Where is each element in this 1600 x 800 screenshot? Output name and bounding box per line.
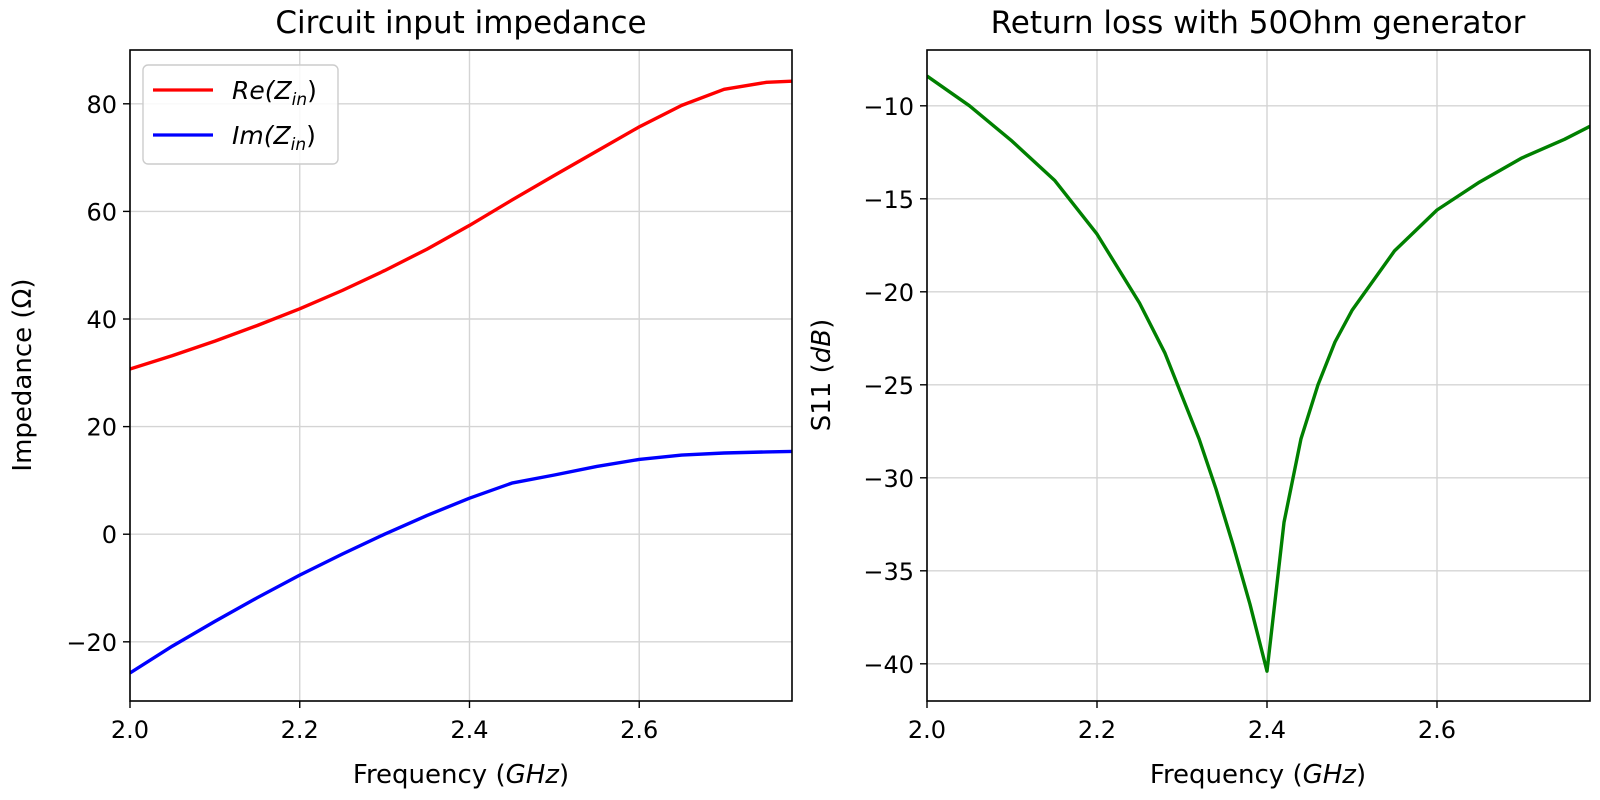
x-axis-label-unit: GHz: [1303, 760, 1358, 790]
return-loss-x-tick-labels: 2.0 2.2 2.4 2.6: [908, 716, 1456, 744]
y-tick-label: 40: [86, 306, 117, 334]
return-loss-grid: [926, 50, 1590, 701]
y-tick-label: 80: [86, 91, 117, 119]
impedance-chart-panel: 2.0 2.2 2.4 2.6 −20 0 20 40 60 80 Circuit input …: [8, 5, 793, 790]
return-loss-series-lines: [927, 74, 1590, 673]
impedance-y-axis-label: Impedance (Ω): [8, 278, 38, 471]
y-tick-label: 60: [86, 198, 117, 226]
y-axis-label-suffix: ): [807, 319, 837, 329]
legend-re-main: Re(Z: [232, 76, 293, 105]
x-axis-label-unit: GHz: [506, 760, 561, 790]
return-loss-x-axis-label: Frequency (GHz): [1150, 760, 1366, 790]
impedance-x-axis-label: Frequency (GHz): [353, 760, 569, 790]
x-tick-label: 2.4: [450, 716, 488, 744]
y-tick-label: −35: [863, 558, 914, 586]
y-tick-label: −25: [863, 372, 914, 400]
legend-label-im-zin: Im(Zin): [232, 121, 316, 155]
y-tick-label: −20: [863, 279, 914, 307]
legend-label-re-zin: Re(Zin): [232, 76, 317, 110]
x-tick-label: 2.4: [1248, 716, 1286, 744]
y-tick-label: −30: [863, 465, 914, 493]
series-line-im-zin-: [130, 449, 792, 675]
x-axis-label-suffix: ): [559, 760, 569, 790]
y-tick-label: 20: [86, 414, 117, 442]
x-tick-label: 2.6: [620, 716, 658, 744]
y-tick-label: −40: [863, 651, 914, 679]
legend-re-sub: in: [292, 90, 308, 110]
legend-im-end: ): [306, 121, 316, 150]
impedance-legend: Re(Zin) Im(Zin): [142, 64, 339, 165]
x-tick-label: 2.2: [281, 716, 319, 744]
return-loss-y-axis-label: S11 (dB): [807, 319, 837, 432]
x-axis-label-suffix: ): [1356, 760, 1366, 790]
impedance-series-lines: [130, 79, 792, 675]
x-tick-label: 2.2: [1078, 716, 1116, 744]
series-line-s11: [927, 74, 1590, 673]
impedance-tick-marks: [123, 103, 640, 708]
series-line-re-zin-: [130, 79, 792, 371]
legend-im-main: Im(Z: [232, 121, 291, 150]
x-axis-label-prefix: Frequency (: [353, 760, 506, 790]
y-axis-label-prefix: S11 (: [807, 363, 837, 431]
x-tick-label: 2.6: [1418, 716, 1456, 744]
x-axis-label-prefix: Frequency (: [1150, 760, 1303, 790]
y-axis-label-unit: dB: [807, 329, 837, 363]
return-loss-chart-panel: 2.0 2.2 2.4 2.6 −40 −35 −30 −25 −20 −15 −10 Retur…: [807, 5, 1591, 790]
return-loss-y-tick-labels: −40 −35 −30 −25 −20 −15 −10: [863, 93, 914, 679]
x-tick-label: 2.0: [908, 716, 946, 744]
y-tick-label: −15: [863, 186, 914, 214]
x-tick-label: 2.0: [111, 716, 149, 744]
y-tick-label: −20: [66, 629, 117, 657]
y-tick-label: −10: [863, 93, 914, 121]
return-loss-chart-title: Return loss with 50Ohm generator: [991, 5, 1526, 41]
legend-im-sub: in: [291, 135, 307, 155]
legend-re-end: ): [307, 76, 317, 105]
impedance-x-tick-labels: 2.0 2.2 2.4 2.6: [111, 716, 658, 744]
return-loss-plot-frame: [926, 49, 1591, 702]
impedance-chart-title: Circuit input impedance: [275, 5, 646, 41]
return-loss-tick-marks: [920, 105, 1438, 708]
impedance-y-tick-labels: −20 0 20 40 60 80: [66, 91, 117, 657]
impedance-plot-frame: [129, 49, 793, 702]
y-tick-label: 0: [102, 521, 117, 549]
